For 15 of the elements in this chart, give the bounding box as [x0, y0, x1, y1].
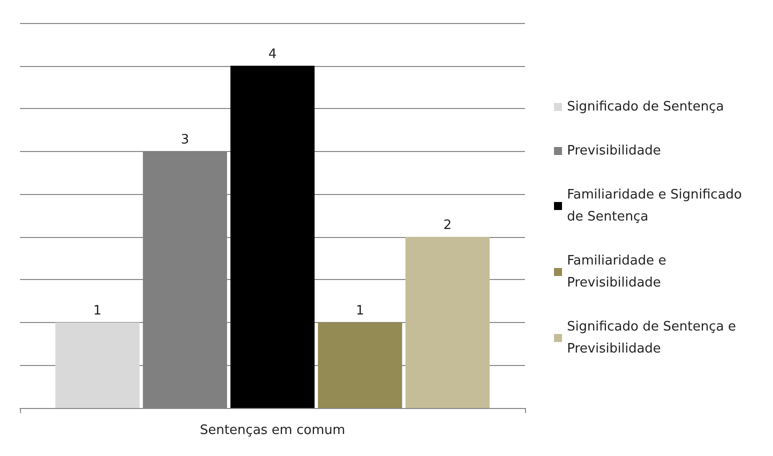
data-label: 3 — [180, 132, 190, 148]
legend-label: Significado de Sentença e Previsibilidade — [567, 320, 740, 356]
data-label: 1 — [356, 303, 364, 318]
x-axis-title: Sentenças em comum — [200, 423, 346, 438]
bar — [405, 236, 490, 408]
legend-label: Familiaridade e Significado de Sentença — [567, 188, 746, 224]
data-label: 2 — [443, 218, 452, 233]
legend-label: Familiaridade e Previsibilidade — [567, 254, 670, 290]
bar — [55, 322, 140, 408]
data-label: 4 — [268, 46, 277, 62]
legend-label: Previsibilidade — [567, 144, 661, 158]
data-label: 1 — [93, 303, 102, 318]
bar — [230, 66, 315, 408]
legend-label: Significado de Sentença — [567, 100, 724, 114]
bar — [318, 322, 402, 408]
